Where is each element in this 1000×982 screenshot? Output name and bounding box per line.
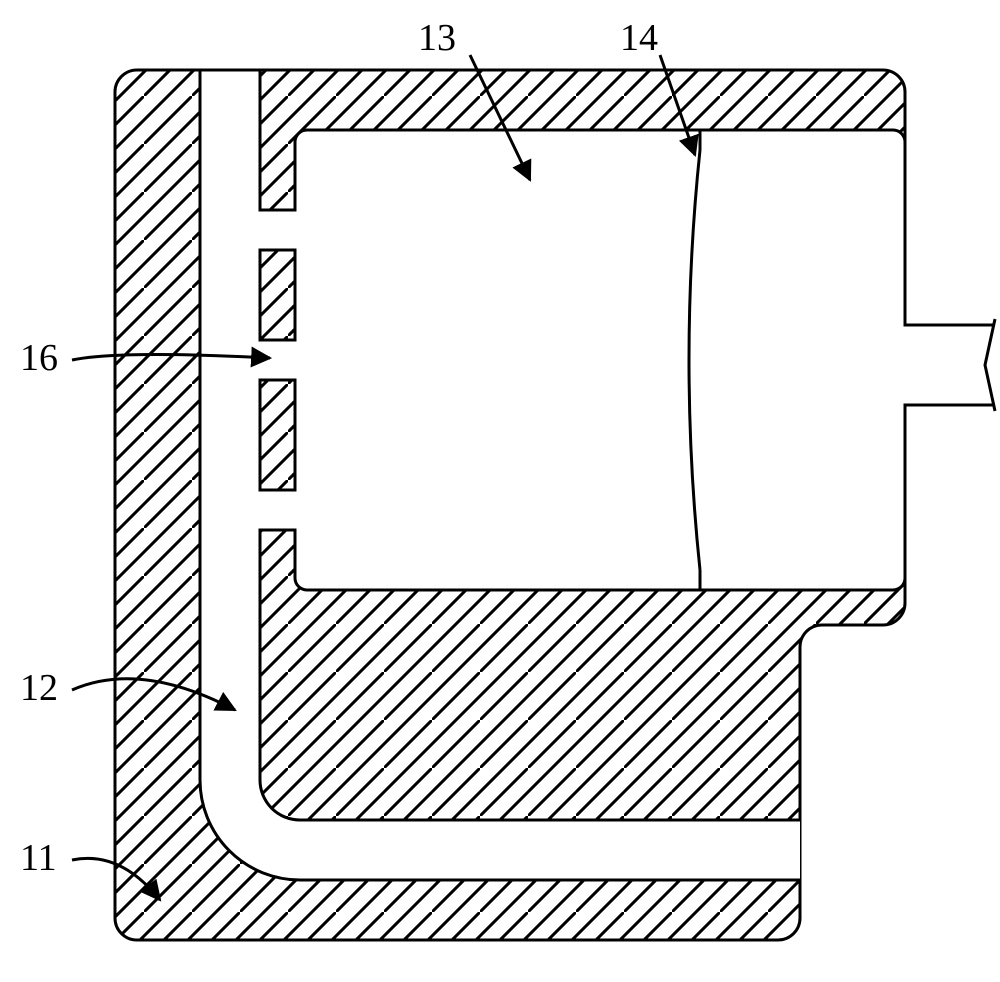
port-stub: [260, 490, 295, 530]
label-14: 14: [620, 17, 658, 59]
cavity-13: [295, 130, 905, 590]
output-shaft: [905, 319, 995, 411]
port-stub: [260, 210, 295, 250]
label-16: 16: [20, 337, 58, 379]
label-11: 11: [20, 837, 57, 879]
label-12: 12: [20, 667, 58, 709]
port-stub: [260, 340, 295, 380]
engineering-figure: 11 12 13 14 16: [0, 0, 1000, 982]
label-13: 13: [418, 17, 456, 59]
